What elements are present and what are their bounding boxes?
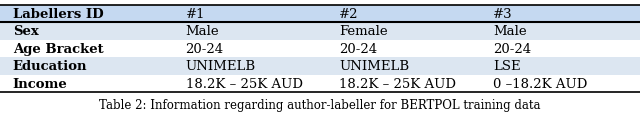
Text: Table 2: Information regarding author-labeller for BERTPOL training data: Table 2: Information regarding author-la… (99, 98, 541, 111)
Text: 20-24: 20-24 (186, 43, 224, 55)
Text: Income: Income (13, 77, 68, 90)
Text: UNIMELB: UNIMELB (186, 60, 256, 73)
Text: 20-24: 20-24 (493, 43, 531, 55)
Text: Male: Male (493, 25, 527, 38)
Text: #2: #2 (339, 8, 358, 21)
Text: #3: #3 (493, 8, 513, 21)
Text: LSE: LSE (493, 60, 520, 73)
Text: Age Bracket: Age Bracket (13, 43, 104, 55)
Text: UNIMELB: UNIMELB (339, 60, 410, 73)
Text: Male: Male (186, 25, 220, 38)
Text: 0 –18.2K AUD: 0 –18.2K AUD (493, 77, 587, 90)
Text: Female: Female (339, 25, 388, 38)
Bar (0, 58, 640, 75)
Text: #1: #1 (186, 8, 205, 21)
Bar (0, 40, 640, 58)
Text: Labellers ID: Labellers ID (13, 8, 104, 21)
Text: Sex: Sex (13, 25, 38, 38)
Text: 18.2K – 25K AUD: 18.2K – 25K AUD (339, 77, 456, 90)
Bar (0, 75, 640, 92)
Bar (0, 6, 640, 23)
Text: 18.2K – 25K AUD: 18.2K – 25K AUD (186, 77, 303, 90)
Text: Education: Education (13, 60, 87, 73)
Bar (0, 23, 640, 40)
Text: 20-24: 20-24 (339, 43, 378, 55)
